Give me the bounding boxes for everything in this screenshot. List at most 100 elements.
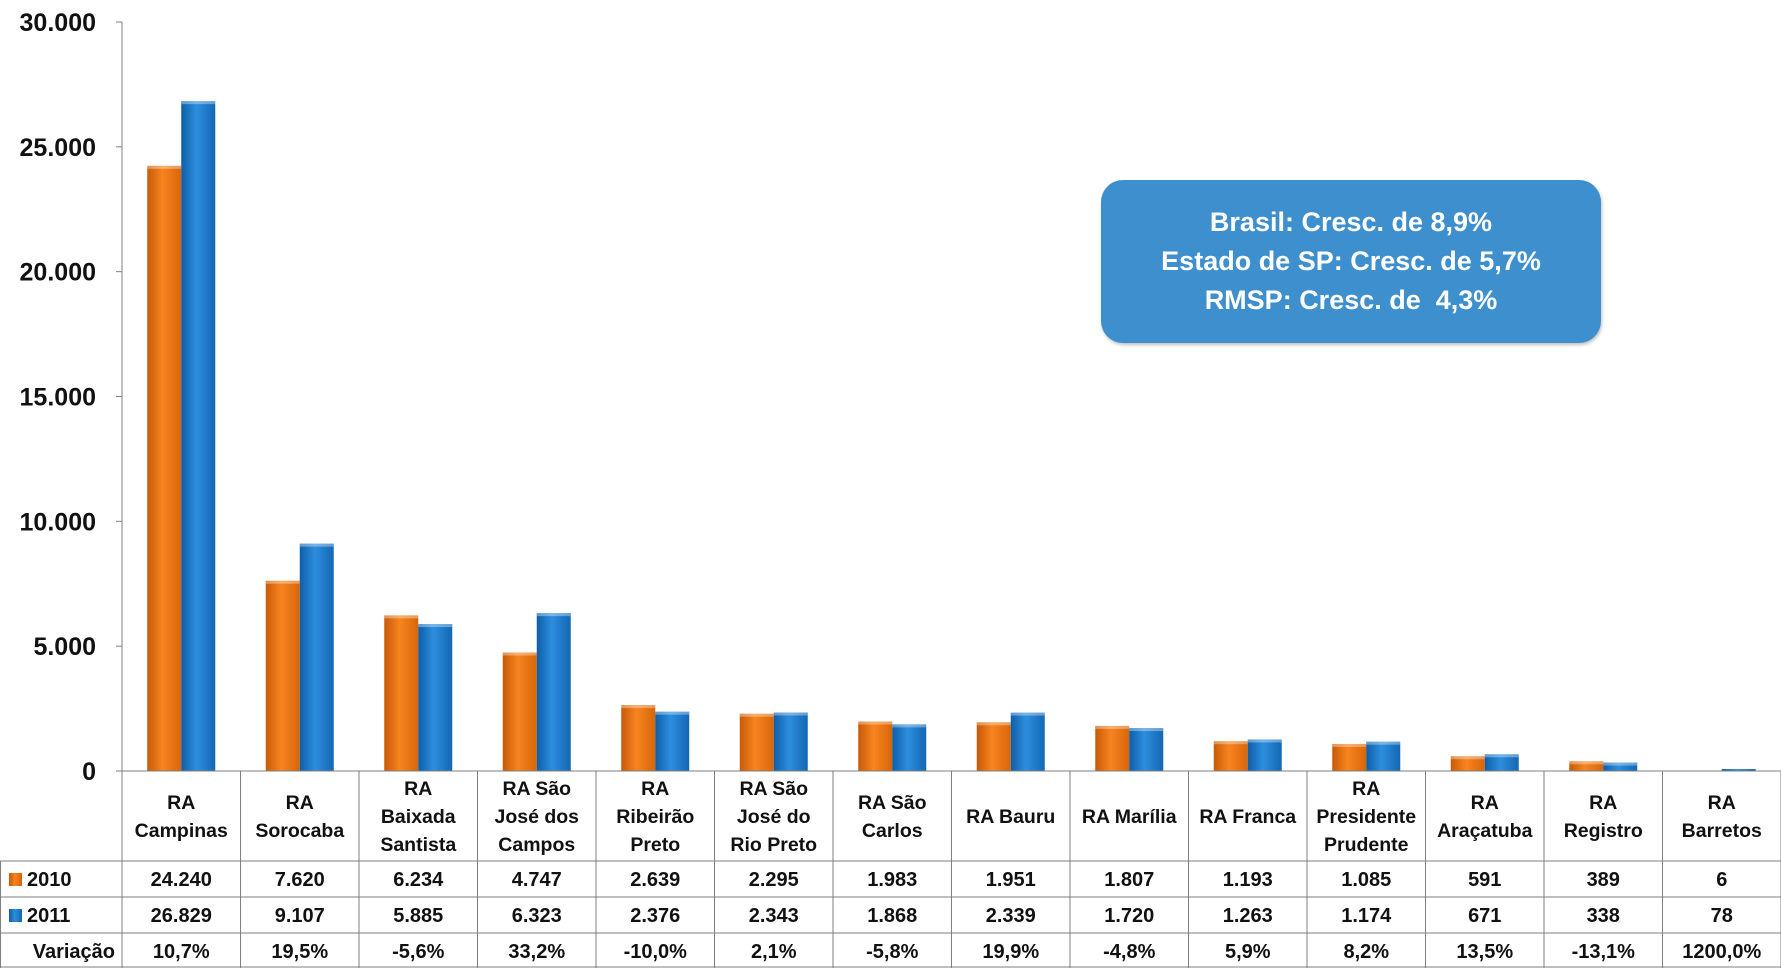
- data-label-2011: 5.885: [393, 905, 443, 927]
- callout-estado-sp: Estado de SP: Cresc. de 5,7%: [1161, 246, 1541, 276]
- category-label: Registro: [1564, 820, 1643, 842]
- variation-label: -5,8%: [866, 941, 918, 963]
- category-label: Araçatuba: [1437, 820, 1533, 842]
- bar-2010: [739, 713, 774, 771]
- category-label: Rio Preto: [730, 834, 817, 856]
- category-label: Preto: [630, 834, 680, 856]
- category-label: RA: [1471, 792, 1499, 814]
- bar-top-highlight: [1332, 743, 1367, 747]
- bar-top-highlight: [502, 652, 537, 656]
- data-label-2011: 2.339: [986, 905, 1036, 927]
- bar-2011-6: [892, 724, 927, 771]
- y-tick-label: 5.000: [33, 633, 96, 661]
- bar-2010: [384, 615, 419, 771]
- bar-2010-8: [1095, 725, 1130, 771]
- bar-2011: [1603, 762, 1638, 771]
- category-label: RA: [1708, 792, 1736, 814]
- bar-2010-7: [976, 722, 1011, 771]
- bar-2010: [976, 722, 1011, 771]
- data-label-2011: 2.343: [749, 905, 799, 927]
- data-label-2011: 9.107: [275, 905, 325, 927]
- category-label: Santista: [380, 834, 456, 856]
- bar-top-highlight: [265, 580, 300, 584]
- bar-2010-4: [621, 705, 656, 771]
- data-label-2010: 1.951: [986, 869, 1036, 891]
- data-label-2010: 2.639: [630, 869, 680, 891]
- category-label: Presidente: [1316, 806, 1416, 828]
- legend-key-2010: [9, 873, 22, 886]
- bar-top-highlight: [1603, 762, 1638, 766]
- bar-2011-12: [1603, 762, 1638, 771]
- data-label-2010: 4.747: [512, 869, 562, 891]
- bar-2010-3: [502, 652, 537, 771]
- bar-2011: [1247, 739, 1282, 771]
- data-label-2010: 1.085: [1341, 869, 1391, 891]
- bar-2011: [892, 724, 927, 771]
- bar-2010-10: [1332, 743, 1367, 771]
- data-label-2011: 26.829: [151, 905, 212, 927]
- bar-2011: [1366, 741, 1401, 771]
- category-label: Baixada: [381, 806, 456, 828]
- category-label: RA Franca: [1199, 806, 1296, 828]
- data-label-2011: 671: [1468, 905, 1501, 927]
- y-tick-label: 30.000: [20, 9, 96, 37]
- variation-label: 13,5%: [1456, 941, 1513, 963]
- bar-2010: [1095, 725, 1130, 771]
- bar-top-highlight: [858, 721, 893, 725]
- data-label-2011: 6.323: [512, 905, 562, 927]
- y-tick-label: 20.000: [20, 259, 96, 287]
- legend-key-2011: [9, 909, 22, 922]
- data-label-2011: 1.174: [1341, 905, 1392, 927]
- bar-top-highlight: [299, 543, 334, 547]
- variation-label: -13,1%: [1572, 941, 1636, 963]
- bar-top-highlight: [1129, 728, 1164, 732]
- bar-2011: [655, 711, 690, 771]
- category-label: Campinas: [135, 820, 228, 842]
- bar-2011-2: [418, 624, 453, 771]
- variation-label: 2,1%: [751, 941, 797, 963]
- variation-label: -10,0%: [624, 941, 688, 963]
- bar-2011: [1721, 769, 1756, 771]
- data-label-2011: 1.263: [1223, 905, 1273, 927]
- bar-2010: [1450, 756, 1485, 771]
- bar-2011-13: [1721, 769, 1756, 771]
- bar-2011-11: [1484, 754, 1519, 771]
- bar-2011: [1484, 754, 1519, 771]
- category-label: RA Bauru: [966, 806, 1055, 828]
- category-label: Campos: [498, 834, 575, 856]
- data-label-2010: 1.193: [1223, 869, 1273, 891]
- category-label: RA: [404, 778, 432, 800]
- bar-2011-7: [1010, 712, 1045, 771]
- data-label-2010: 1.807: [1104, 869, 1154, 891]
- bar-2010: [1332, 743, 1367, 771]
- bar-top-highlight: [739, 713, 774, 717]
- bar-2011: [1010, 712, 1045, 771]
- category-label: RA Marília: [1082, 806, 1177, 828]
- bar-2011-1: [299, 543, 334, 771]
- bar-top-highlight: [1484, 754, 1519, 758]
- variation-label: -5,6%: [392, 941, 444, 963]
- data-label-2010: 389: [1587, 869, 1620, 891]
- data-label-2010: 6: [1716, 869, 1727, 891]
- variation-label: 10,7%: [153, 941, 210, 963]
- category-label: Carlos: [862, 820, 923, 842]
- data-label-2011: 338: [1587, 905, 1620, 927]
- y-tick-label: 10.000: [20, 508, 96, 536]
- bar-top-highlight: [1095, 725, 1130, 729]
- bar-top-highlight: [1366, 741, 1401, 745]
- bar-2011-3: [536, 613, 571, 771]
- variation-label: 19,9%: [982, 941, 1039, 963]
- category-label: Sorocaba: [255, 820, 344, 842]
- bar-top-highlight: [621, 705, 656, 709]
- bar-top-highlight: [384, 615, 419, 619]
- y-tick-label: 15.000: [20, 384, 96, 412]
- bar-top-highlight: [773, 712, 808, 716]
- bar-2011: [181, 101, 216, 771]
- variation-label: 5,9%: [1225, 941, 1271, 963]
- bar-2011: [299, 543, 334, 771]
- bar-2010-9: [1213, 741, 1248, 771]
- bar-2010: [1569, 761, 1604, 771]
- bars-layer: [147, 101, 1756, 772]
- data-label-2010: 24.240: [151, 869, 212, 891]
- bar-top-highlight: [418, 624, 453, 628]
